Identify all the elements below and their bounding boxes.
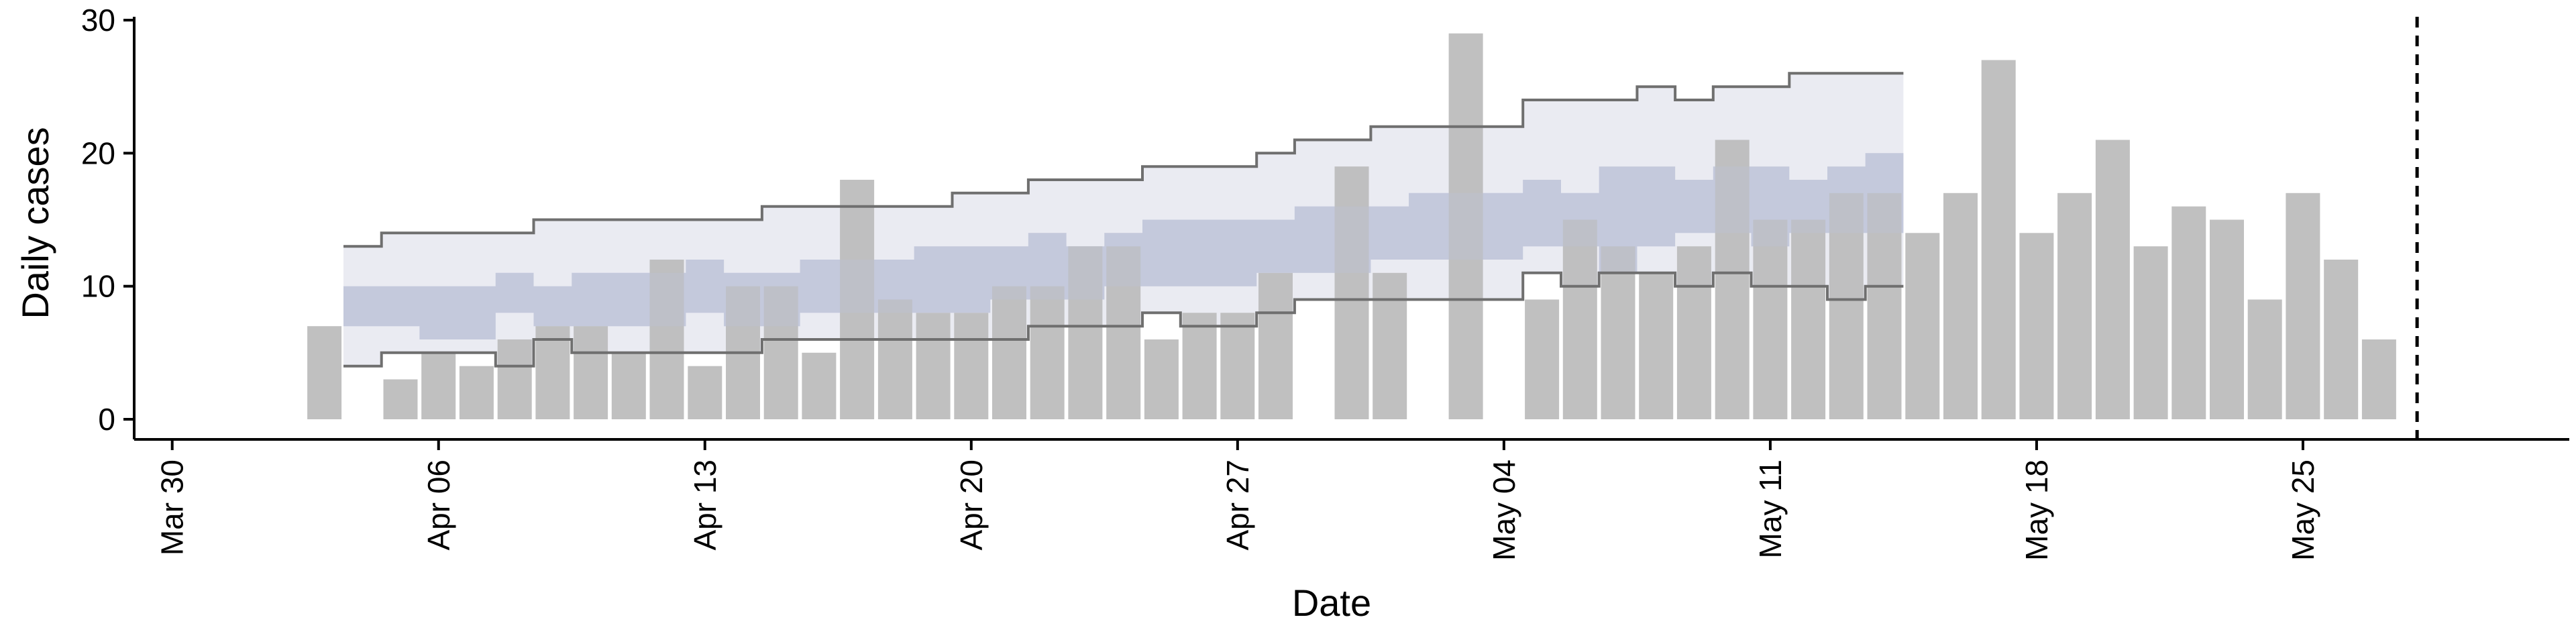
x-tick-label: Mar 30 (155, 460, 190, 555)
bar (916, 313, 951, 419)
band-lower-line (343, 271, 1904, 368)
bar (2324, 260, 2359, 419)
bar (2095, 140, 2130, 419)
bar (2210, 219, 2244, 419)
bar (1448, 33, 1483, 420)
bar (763, 286, 798, 419)
x-tick-label: May 04 (1487, 460, 1521, 561)
bar (459, 366, 494, 419)
y-tick-label: 10 (81, 269, 115, 304)
x-tick-label: May 11 (1753, 460, 1788, 558)
x-tick-label: May 25 (2286, 460, 2320, 561)
bar (611, 352, 646, 419)
bar (688, 366, 722, 419)
bar (1867, 193, 1902, 419)
bar (1791, 219, 1826, 419)
x-tick-label: Apr 27 (1220, 460, 1255, 551)
bar (383, 379, 418, 419)
bar (2286, 193, 2320, 419)
y-axis-title: Daily cases (14, 127, 56, 319)
bar (1943, 193, 1978, 419)
bar (877, 299, 912, 419)
x-axis-title: Date (1292, 582, 1371, 624)
band-inner-overlay (343, 153, 1904, 340)
bar (1562, 219, 1597, 419)
bar (1068, 246, 1103, 419)
bar (1715, 140, 1750, 419)
axes: 0 10 20 30 Mar 30 Apr 06 Apr 13 Apr 20 Apr 27 May… (81, 3, 2569, 561)
bar (1639, 272, 1674, 419)
bar (2171, 206, 2206, 419)
bar (1753, 219, 1788, 419)
bar (840, 180, 875, 419)
bar (497, 339, 532, 419)
y-tick-label: 20 (81, 136, 115, 170)
bar (1829, 193, 1864, 419)
bar (421, 352, 456, 419)
x-tick-label: Apr 13 (688, 460, 722, 551)
bar (2057, 193, 2092, 419)
bar (2361, 339, 2396, 419)
bar (1981, 60, 2016, 419)
bar (1182, 313, 1217, 419)
bar (1220, 313, 1255, 419)
bar (2019, 233, 2054, 419)
bar (307, 326, 342, 419)
bar (574, 326, 608, 419)
bar (1106, 246, 1141, 419)
x-tick-label: Apr 06 (421, 460, 456, 551)
bar (1373, 272, 1407, 419)
x-tick-label: Apr 20 (954, 460, 989, 551)
bar (1030, 286, 1065, 419)
x-tick-label: May 18 (2019, 460, 2054, 561)
bar (954, 313, 989, 419)
bars-group (307, 33, 2396, 420)
bar (1525, 299, 1560, 419)
bar (1601, 246, 1635, 419)
bar (802, 352, 837, 419)
bar (2133, 246, 2168, 419)
bar (1144, 339, 1179, 419)
bar (992, 286, 1026, 419)
bar (1258, 272, 1293, 419)
bar (1676, 246, 1711, 419)
band-lines (343, 72, 1904, 368)
bar (2247, 299, 2282, 419)
y-tick-label: 30 (81, 3, 115, 38)
band-upper-line (343, 72, 1904, 248)
bar (1334, 166, 1369, 419)
bar (649, 260, 684, 419)
bar (535, 326, 570, 419)
bar (1905, 233, 1940, 419)
y-tick-label: 0 (98, 402, 115, 437)
